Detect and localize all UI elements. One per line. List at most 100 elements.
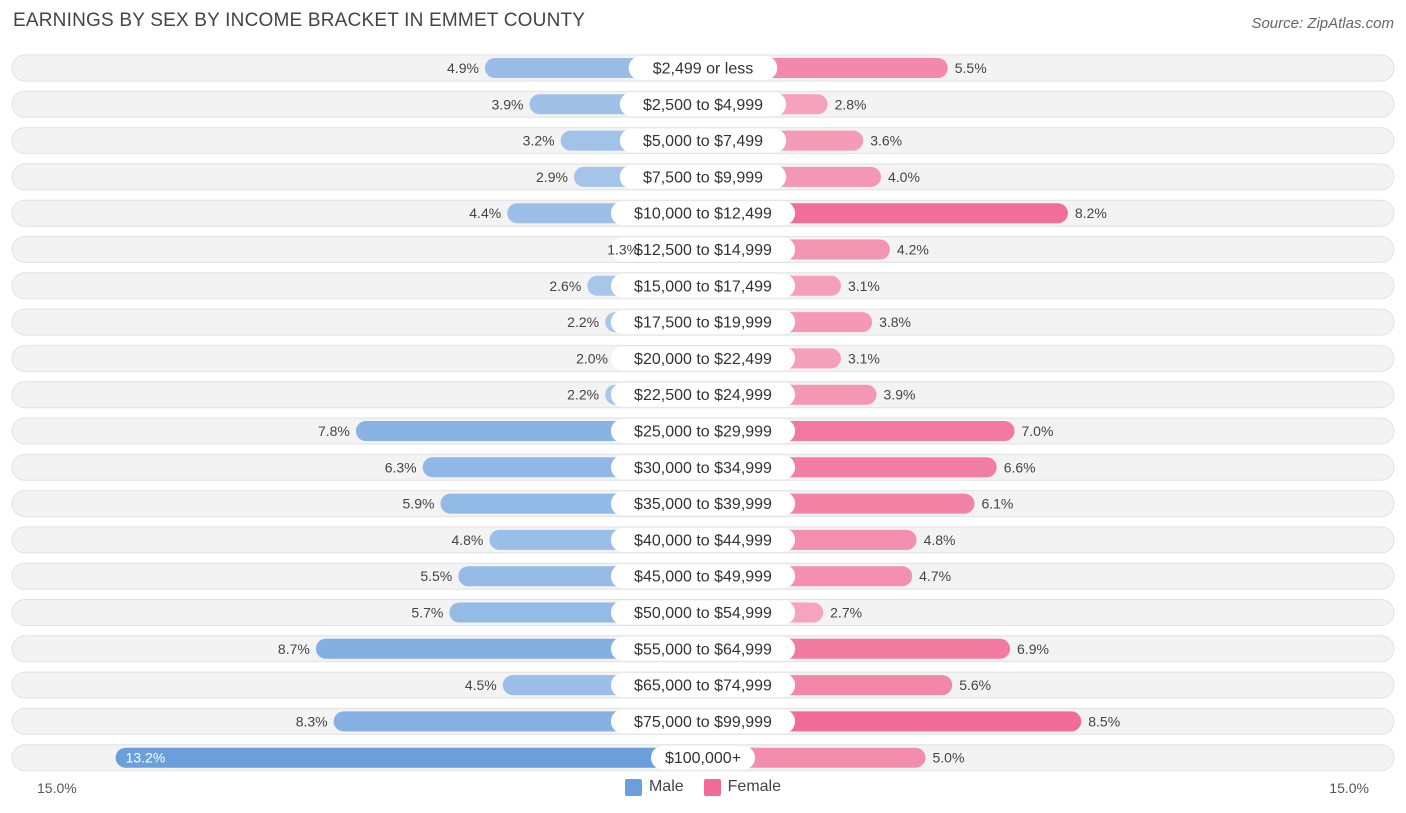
- category-label: $12,500 to $14,999: [634, 242, 772, 259]
- female-value-label: 4.0%: [888, 169, 920, 185]
- female-value-label: 6.9%: [1017, 641, 1049, 657]
- category-pill: [610, 564, 796, 589]
- category-label: $17,500 to $19,999: [634, 315, 772, 332]
- male-value-label: 5.9%: [403, 496, 435, 512]
- female-value-label: 2.8%: [835, 96, 867, 112]
- category-pill: [619, 164, 787, 189]
- legend-item-male[interactable]: Male: [624, 778, 684, 796]
- category-label: $30,000 to $34,999: [634, 460, 772, 477]
- female-bar[interactable]: [703, 711, 1082, 732]
- category-pill: [610, 673, 796, 698]
- female-value-label: 6.1%: [981, 496, 1013, 512]
- female-bar[interactable]: [703, 747, 926, 768]
- category-label: $45,000 to $49,999: [634, 569, 772, 586]
- female-value-label: 4.2%: [897, 242, 929, 258]
- bar-row: $25,000 to $29,999 7.8% 7.0%: [11, 417, 1395, 445]
- bar-row: $22,500 to $24,999 2.2% 3.9%: [11, 381, 1395, 409]
- category-label: $2,499 or less: [653, 61, 754, 78]
- bar-chart: $2,499 or less 4.9% 5.5% $2,500 to $4,999 3.…: [11, 54, 1395, 772]
- female-value-label: 3.9%: [884, 387, 916, 403]
- male-value-label: 4.8%: [451, 532, 483, 548]
- category-pill: [610, 201, 796, 226]
- category-pill: [610, 709, 796, 734]
- category-label: $40,000 to $44,999: [634, 532, 772, 549]
- bar-row: $2,499 or less 4.9% 5.5%: [11, 54, 1395, 82]
- bar-row: $40,000 to $44,999 4.8% 4.8%: [11, 526, 1395, 554]
- chart-title: EARNINGS BY SEX BY INCOME BRACKET IN EMM…: [13, 10, 586, 31]
- female-value-label: 4.7%: [919, 568, 951, 584]
- female-value-label: 3.6%: [870, 133, 902, 149]
- category-pill: [610, 419, 796, 443]
- bar-row: $2,500 to $4,999 3.9% 2.8%: [11, 90, 1395, 118]
- male-value-label: 4.9%: [447, 60, 479, 76]
- bar-row: $35,000 to $39,999 5.9% 6.1%: [11, 490, 1395, 518]
- male-value-label: 4.4%: [469, 205, 501, 221]
- category-label: $22,500 to $24,999: [634, 387, 772, 404]
- bar-row: $45,000 to $49,999 5.5% 4.7%: [11, 562, 1395, 590]
- category-label: $25,000 to $29,999: [634, 424, 772, 441]
- category-label: $15,000 to $17,499: [634, 278, 772, 295]
- bar-row: $20,000 to $22,499 2.0% 3.1%: [11, 344, 1395, 372]
- bar-row: $17,500 to $19,999 2.2% 3.8%: [11, 308, 1395, 336]
- female-value-label: 8.2%: [1075, 205, 1107, 221]
- category-pill: [610, 600, 796, 625]
- legend-item-female[interactable]: Female: [703, 778, 781, 796]
- category-pill: [610, 237, 796, 262]
- male-value-label: 5.5%: [420, 568, 452, 584]
- category-label: $75,000 to $99,999: [634, 714, 772, 731]
- female-value-label: 3.1%: [848, 278, 880, 294]
- category-pill: [610, 527, 796, 552]
- female-value-label: 7.0%: [1022, 423, 1054, 439]
- bar-row: $15,000 to $17,499 2.6% 3.1%: [11, 272, 1395, 300]
- bar-row: $55,000 to $64,999 8.7% 6.9%: [11, 635, 1395, 663]
- category-pill: [610, 310, 796, 335]
- male-value-label: 8.7%: [278, 641, 310, 657]
- source-note: Source: ZipAtlas.com: [1251, 15, 1394, 32]
- axis-label-left: 15.0%: [37, 780, 77, 796]
- category-pill: [610, 273, 796, 298]
- female-value-label: 6.6%: [1004, 459, 1036, 475]
- category-pill: [619, 128, 787, 153]
- bar-row: $30,000 to $34,999 6.3% 6.6%: [11, 453, 1395, 481]
- female-value-label: 2.7%: [830, 605, 862, 621]
- category-label: $5,000 to $7,499: [643, 133, 763, 150]
- legend-label-male: Male: [648, 778, 684, 795]
- male-value-label: 4.5%: [465, 677, 497, 693]
- female-value-label: 8.5%: [1088, 713, 1120, 729]
- bar-row: $5,000 to $7,499 3.2% 3.6%: [11, 127, 1395, 155]
- bar-row: $75,000 to $99,999 8.3% 8.5%: [11, 707, 1395, 735]
- category-pill: [610, 382, 796, 407]
- female-value-label: 5.6%: [959, 677, 991, 693]
- female-value-label: 5.5%: [955, 60, 987, 76]
- female-value-label: 3.8%: [879, 314, 911, 330]
- bar-row: $65,000 to $74,999 4.5% 5.6%: [11, 671, 1395, 699]
- male-value-label: 3.9%: [492, 96, 524, 112]
- category-label: $100,000+: [665, 750, 741, 767]
- category-label: $2,500 to $4,999: [643, 97, 763, 114]
- male-bar[interactable]: [333, 711, 703, 732]
- male-value-label: 3.2%: [523, 133, 555, 149]
- bar-row: $50,000 to $54,999 5.7% 2.7%: [11, 599, 1395, 626]
- male-value-label: 1.3%: [607, 242, 639, 258]
- category-label: $20,000 to $22,499: [634, 351, 772, 368]
- male-value-label: 13.2%: [126, 750, 166, 766]
- male-bar[interactable]: [115, 747, 704, 768]
- male-value-label: 2.6%: [549, 278, 581, 294]
- axis-label-right: 15.0%: [1329, 780, 1369, 796]
- legend-swatch-male: [624, 778, 642, 796]
- category-label: $10,000 to $12,499: [634, 206, 772, 223]
- category-label: $65,000 to $74,999: [634, 678, 772, 695]
- category-label: $50,000 to $54,999: [634, 605, 772, 622]
- female-value-label: 5.0%: [933, 750, 965, 766]
- female-value-label: 3.1%: [848, 350, 880, 366]
- category-pill: [610, 346, 796, 371]
- female-bar[interactable]: [703, 203, 1068, 224]
- male-value-label: 2.0%: [576, 350, 608, 366]
- category-label: $7,500 to $9,999: [643, 169, 763, 186]
- male-value-label: 2.2%: [567, 387, 599, 403]
- male-bar[interactable]: [315, 638, 703, 659]
- male-value-label: 2.2%: [567, 314, 599, 330]
- male-value-label: 2.9%: [536, 169, 568, 185]
- male-value-label: 8.3%: [296, 713, 328, 729]
